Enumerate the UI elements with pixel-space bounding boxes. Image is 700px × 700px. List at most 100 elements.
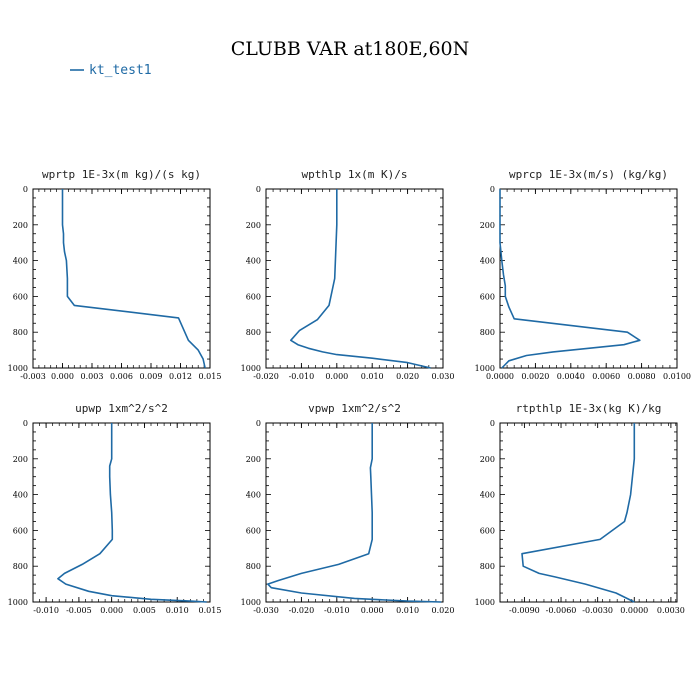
x-tick-label: -0.030 (253, 606, 279, 615)
y-tick-label: 600 (246, 526, 261, 535)
y-tick-label: 600 (13, 526, 28, 535)
x-tick-label: 0.000 (100, 606, 123, 615)
panel-4: upwp 1xm^2/s^2 0 200 400 600 800 1000 -0.010 -0.… (8, 402, 222, 615)
plot-frame (499, 422, 678, 603)
y-tick-label: 0 (256, 185, 261, 194)
panel-2: wpthlp 1x(m K)/s 0 200 400 600 800 1000-0.020 -… (241, 168, 455, 381)
y-tick-label: 0 (490, 185, 495, 194)
x-tick-label: 0.000 (361, 606, 384, 615)
y-tick-label: 600 (246, 292, 261, 301)
legend-label-kt_test1: kt_test1 (89, 63, 152, 78)
x-tick-label: 0.012 (169, 372, 192, 381)
x-tick-label: 0.0030 (657, 606, 685, 615)
figure-title: CLUBB VAR at180E,60N (231, 38, 470, 60)
panel-3: wprcp 1E-3x(m/s) (kg/kg) 0 200 400 600 800 100… (475, 168, 691, 381)
plot-frame (32, 422, 211, 603)
x-tick-label: 0.009 (140, 372, 163, 381)
plot-frame (32, 188, 211, 369)
x-tick-label: 0.010 (166, 606, 189, 615)
x-tick-label: 0.005 (133, 606, 156, 615)
y-tick-label: 600 (480, 526, 495, 535)
y-tick-label: 0 (23, 185, 28, 194)
x-tick-label: 0.015 (199, 606, 222, 615)
x-tick-label: -0.003 (20, 372, 46, 381)
y-tick-label: 0 (490, 419, 495, 428)
panel-title: wprtp 1E-3x(m kg)/(s kg) (42, 168, 201, 181)
y-tick-label: 1000 (475, 364, 495, 373)
x-tick-label: -0.005 (66, 606, 92, 615)
y-tick-label: 200 (480, 455, 495, 464)
y-tick-label: 200 (246, 221, 261, 230)
x-tick-label: -0.020 (253, 372, 279, 381)
series-line-kt_test1 (266, 423, 442, 603)
panel-6: rtpthlp 1E-3x(kg K)/kg 0 200 400 600 800 1000 -… (475, 402, 685, 615)
y-tick-label: 400 (13, 257, 28, 266)
x-tick-label: -0.0060 (546, 606, 577, 615)
series-line-kt_test1 (57, 423, 207, 603)
x-tick-label: -0.010 (324, 606, 350, 615)
x-tick-label: -0.0090 (509, 606, 540, 615)
x-tick-label: -0.010 (33, 606, 59, 615)
x-tick-label: 0.000 (325, 372, 348, 381)
x-tick-label: 0.0000 (486, 372, 514, 381)
panel-title: wpthlp 1x(m K)/s (302, 168, 408, 181)
series-line-kt_test1 (289, 189, 431, 369)
x-tick-label: 0.0100 (663, 372, 691, 381)
y-tick-label: 800 (246, 328, 261, 337)
y-tick-label: 200 (246, 455, 261, 464)
y-tick-label: 800 (13, 328, 28, 337)
series-line-kt_test1 (61, 189, 206, 369)
x-tick-label: 0.020 (396, 372, 419, 381)
y-tick-label: 1000 (241, 598, 261, 607)
y-tick-label: 0 (256, 419, 261, 428)
x-tick-label: 0.0060 (592, 372, 620, 381)
y-tick-label: 200 (480, 221, 495, 230)
panel-5: vpwp 1xm^2/s^2 0 200 400 600 800 1000-0.030 -0.… (241, 402, 455, 615)
y-tick-label: 1000 (8, 598, 28, 607)
y-tick-label: 400 (13, 491, 28, 500)
panel-title: rtpthlp 1E-3x(kg K)/kg (516, 402, 662, 415)
plot-frame (499, 188, 678, 369)
y-tick-label: 800 (480, 328, 495, 337)
y-tick-label: 600 (480, 292, 495, 301)
x-tick-label: 0.0080 (628, 372, 656, 381)
panel-title: vpwp 1xm^2/s^2 (308, 402, 401, 415)
y-tick-label: 800 (13, 562, 28, 571)
x-tick-label: 0.010 (361, 372, 384, 381)
x-tick-label: 0.006 (110, 372, 133, 381)
x-tick-label: -0.010 (289, 372, 315, 381)
y-tick-label: 400 (480, 257, 495, 266)
y-tick-label: 400 (246, 257, 261, 266)
y-tick-label: 600 (13, 292, 28, 301)
x-tick-label: 0.000 (51, 372, 74, 381)
y-tick-label: 0 (23, 419, 28, 428)
x-tick-label: 0.0020 (521, 372, 549, 381)
y-tick-label: 200 (13, 455, 28, 464)
x-tick-label: 0.020 (432, 606, 455, 615)
y-tick-label: 400 (480, 491, 495, 500)
x-tick-label: -0.0030 (582, 606, 613, 615)
series-line-kt_test1 (521, 423, 636, 603)
series-line-kt_test1 (499, 189, 641, 369)
panel-title: upwp 1xm^2/s^2 (75, 402, 168, 415)
y-tick-label: 1000 (8, 364, 28, 373)
x-tick-label: 0.030 (432, 372, 455, 381)
x-tick-label: 0.010 (396, 606, 419, 615)
plot-frame (265, 422, 444, 603)
panel-title: wprcp 1E-3x(m/s) (kg/kg) (509, 168, 668, 181)
x-tick-label: -0.020 (289, 606, 315, 615)
y-tick-label: 1000 (241, 364, 261, 373)
panel-grid: wprtp 1E-3x(m kg)/(s kg) 0 200 400 600 800 100… (8, 168, 691, 615)
x-tick-label: 0.015 (199, 372, 222, 381)
legend: kt_test1 (70, 63, 152, 78)
x-tick-label: 0.0040 (557, 372, 585, 381)
y-tick-label: 200 (13, 221, 28, 230)
panel-1: wprtp 1E-3x(m kg)/(s kg) 0 200 400 600 800 100… (8, 168, 222, 381)
y-tick-label: 800 (246, 562, 261, 571)
y-tick-label: 800 (480, 562, 495, 571)
y-tick-label: 1000 (475, 598, 495, 607)
x-tick-label: 0.003 (81, 372, 104, 381)
x-tick-label: 0.0000 (620, 606, 648, 615)
y-tick-label: 400 (246, 491, 261, 500)
